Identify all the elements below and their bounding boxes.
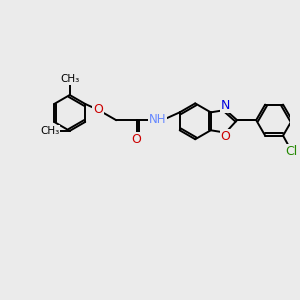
Text: CH₃: CH₃: [40, 126, 59, 136]
Text: O: O: [132, 133, 142, 146]
Text: O: O: [94, 103, 103, 116]
Text: O: O: [220, 130, 230, 143]
Text: Cl: Cl: [285, 145, 298, 158]
Text: NH: NH: [149, 112, 166, 125]
Text: N: N: [221, 99, 230, 112]
Text: CH₃: CH₃: [60, 74, 79, 84]
